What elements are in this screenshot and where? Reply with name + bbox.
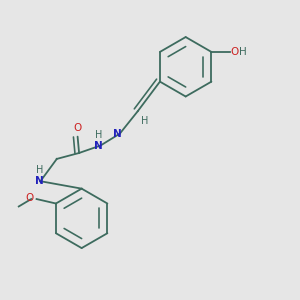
Text: O: O (230, 47, 239, 57)
Text: H: H (239, 47, 247, 57)
Text: N: N (34, 176, 43, 186)
Text: O: O (26, 194, 34, 203)
Text: N: N (94, 140, 103, 151)
Text: N: N (113, 129, 122, 139)
Text: H: H (95, 130, 103, 140)
Text: O: O (74, 123, 82, 133)
Text: H: H (141, 116, 148, 126)
Text: H: H (36, 165, 43, 175)
